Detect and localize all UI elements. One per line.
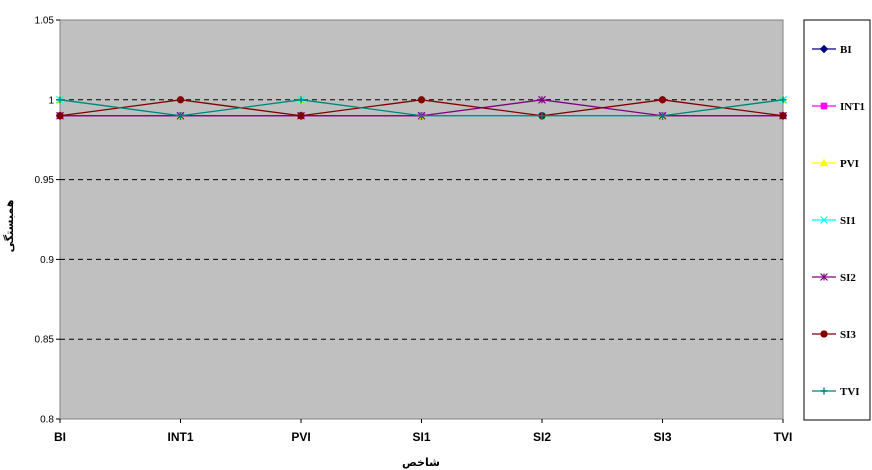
x-axis: BI INT1 PVI SI1 SI2 SI3 TVI [54,419,792,444]
data-point [56,96,64,104]
y-tick-label: 0.8 [40,415,54,426]
legend-label: TVI [840,386,860,398]
data-point [56,112,64,120]
legend: BI INT1 PVI SI1 SI2 SI3 TVI [812,44,865,398]
x-tick-label: PVI [291,430,310,444]
data-point [819,158,829,167]
legend-item-pvi: PVI [812,158,859,170]
y-tick-label: 0.85 [35,335,55,346]
legend-label: PVI [840,158,859,170]
data-point [820,102,828,110]
legend-label: SI2 [840,272,856,284]
data-point [820,273,828,281]
y-tick-label: 0.9 [40,255,54,266]
plot-area [59,19,784,420]
y-tick-label: 1.05 [35,16,55,27]
data-point [297,112,305,120]
data-point [819,44,829,54]
data-point [779,96,787,104]
legend-item-int1: INT1 [812,101,865,113]
legend-item-si3: SI3 [812,329,856,341]
data-point [538,95,546,104]
legend-label: BI [840,44,852,56]
legend-label: INT1 [840,101,865,113]
data-point [820,216,828,224]
data-point [538,112,546,120]
y-tick-label: 1 [48,95,54,106]
legend-item-si1: SI1 [812,215,856,227]
x-tick-label: SI1 [412,430,430,444]
y-axis-title: همبستگی [3,200,16,253]
x-tick-label: INT1 [167,430,193,444]
series-si3 [56,96,787,120]
data-point [658,96,667,104]
data-point [779,112,787,120]
legend-item-si2: SI2 [812,272,856,284]
y-tick-label: 0.95 [35,175,55,186]
data-point [177,112,184,120]
legend-label: SI3 [840,329,856,341]
x-axis-title: شاخص [402,456,440,469]
legend-item-bi: BI [812,44,852,56]
data-point [176,96,185,104]
data-point [820,330,828,338]
data-point [820,387,828,395]
data-point [297,96,305,104]
series-tvi [56,96,787,120]
legend-label: SI1 [840,215,856,227]
data-point [418,112,425,120]
x-tick-label: SI3 [653,430,671,444]
x-tick-label: BI [54,430,66,444]
data-point [659,112,666,120]
x-tick-label: SI2 [533,430,551,444]
data-point [417,96,426,104]
y-axis: 0.8 0.85 0.9 0.95 1 1.05 [35,16,60,426]
series-group [55,95,788,120]
legend-item-tvi: TVI [812,386,860,398]
x-tick-label: TVI [774,430,793,444]
